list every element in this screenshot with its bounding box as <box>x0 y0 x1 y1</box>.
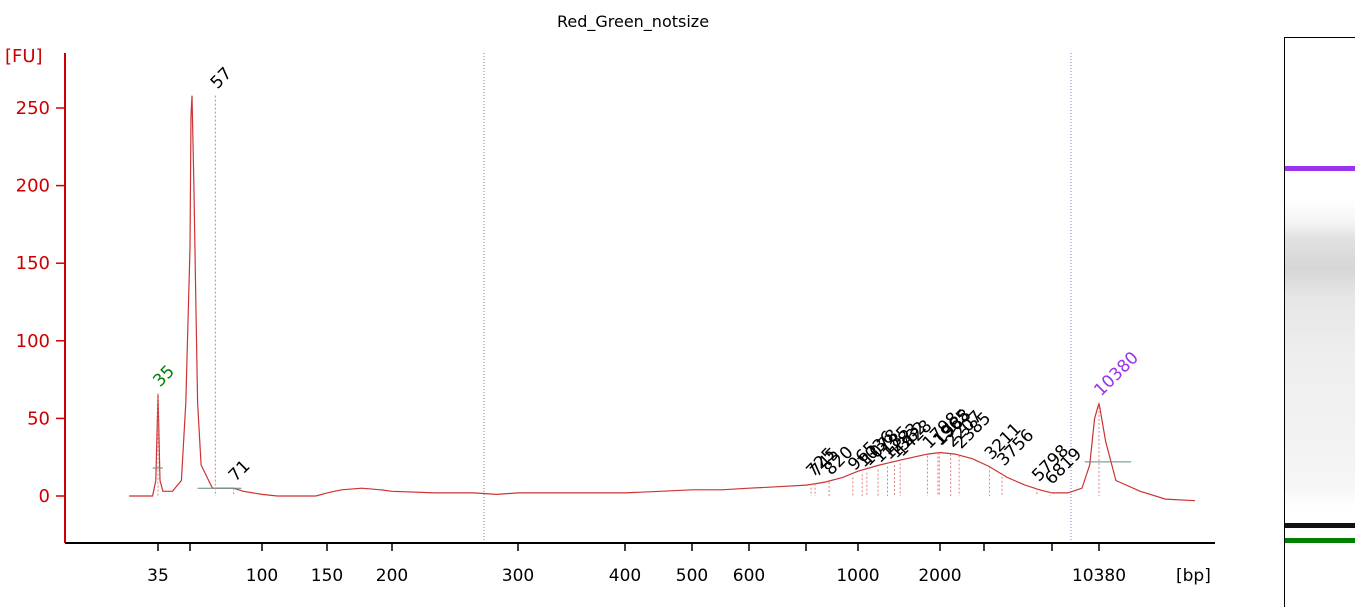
x-tick-label: 200 <box>376 566 408 586</box>
peak-label: 35 <box>149 362 178 391</box>
axes: 0 50 100 150 200 250 35 100 150 200 300 400 500 600 10… <box>16 53 1215 586</box>
y-tick-label: 250 <box>16 98 50 119</box>
fluorescence-trace <box>129 95 1196 502</box>
y-tick-label: 50 <box>27 408 50 429</box>
x-tick-label: 1000 <box>836 566 879 586</box>
electropherogram-chart: Red_Green_notsize [FU] [bp] 0 50 100 150 200… <box>5 12 1215 586</box>
gel-band <box>1285 523 1355 528</box>
y-tick-label: 0 <box>39 486 50 507</box>
x-tick-label: 10380 <box>1072 566 1126 586</box>
peak-label: 71 <box>225 456 254 485</box>
y-tick-label: 200 <box>16 176 50 197</box>
y-tick-label: 150 <box>16 253 50 274</box>
x-tick-label: 400 <box>609 566 641 586</box>
x-tick-label: 2000 <box>918 566 961 586</box>
marker-lines <box>483 53 1072 543</box>
x-tick-label: 600 <box>733 566 765 586</box>
x-tick-label: 100 <box>246 566 278 586</box>
gel-band <box>1285 166 1355 171</box>
y-axis-label: [FU] <box>5 46 43 67</box>
gel-band <box>1285 538 1355 543</box>
peak-label: 10380 <box>1090 348 1142 400</box>
peak-label: 57 <box>207 64 236 93</box>
x-axis-label: [bp] <box>1176 566 1211 586</box>
gel-lane <box>1284 37 1355 607</box>
chart-title: Red_Green_notsize <box>557 12 709 32</box>
x-tick-label: 300 <box>502 566 534 586</box>
x-tick-label: 500 <box>676 566 708 586</box>
y-tick-label: 100 <box>16 331 50 352</box>
x-tick-label: 150 <box>311 566 343 586</box>
x-tick-label: 35 <box>147 566 169 586</box>
